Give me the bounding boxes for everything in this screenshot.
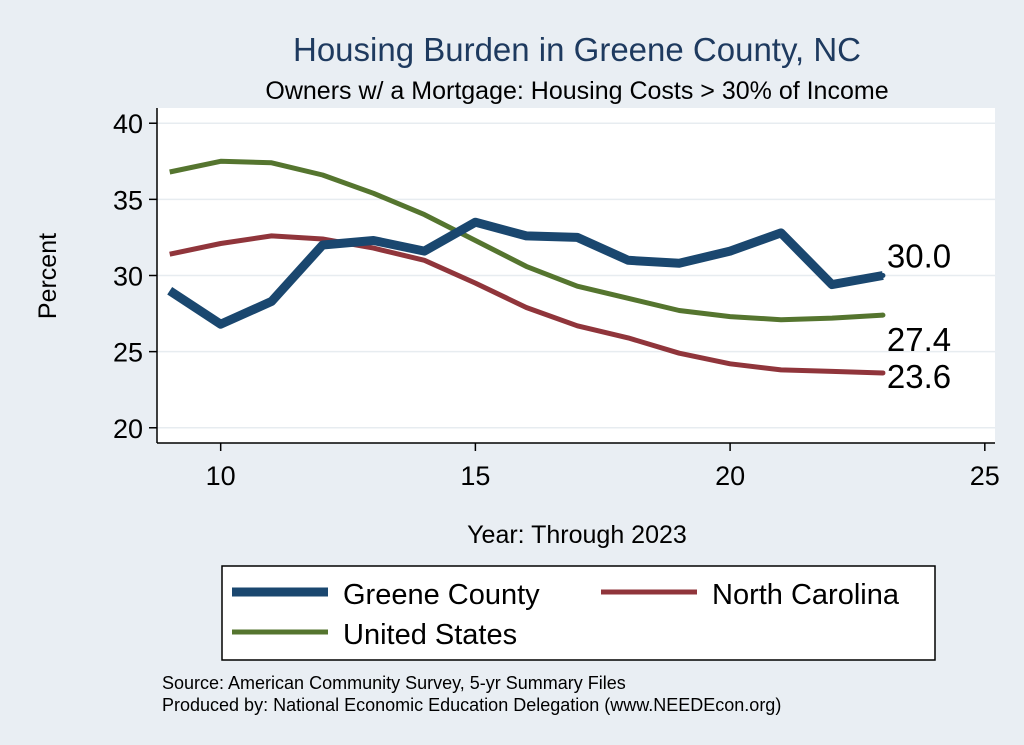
end-label-united-states: 27.4 — [887, 321, 951, 358]
legend: Greene County North Carolina United Stat… — [221, 565, 936, 661]
source-note: Source: American Community Survey, 5-yr … — [162, 673, 626, 693]
y-tick-label: 40 — [113, 109, 143, 139]
y-tick-label: 25 — [113, 338, 143, 368]
series-line-united-states — [169, 158, 884, 323]
legend-box — [221, 565, 936, 661]
x-axis-label: Year: Through 2023 — [467, 521, 687, 549]
y-tick-label: 20 — [113, 414, 143, 444]
series-layer — [167, 158, 886, 376]
chart-subtitle: Owners w/ a Mortgage: Housing Costs > 30… — [265, 77, 888, 105]
series-line-greene-county — [167, 217, 884, 329]
end-label-greene-county: 30.0 — [887, 238, 951, 275]
legend-label-north-carolina: North Carolina — [712, 579, 900, 611]
chart-title: Housing Burden in Greene County, NC — [293, 31, 861, 68]
end-label-north-carolina: 23.6 — [887, 358, 951, 395]
x-tick-label: 25 — [970, 461, 1000, 491]
y-axis-label: Percent — [34, 233, 62, 319]
produced-by-note: Produced by: National Economic Education… — [162, 695, 781, 715]
legend-label-united-states: United States — [343, 619, 517, 651]
series-end-marker — [880, 273, 886, 278]
x-tick-label: 20 — [715, 461, 745, 491]
series-end-marker — [880, 370, 886, 376]
y-tick-label: 30 — [113, 262, 143, 292]
series-end-marker — [880, 312, 886, 318]
x-tick-label: 10 — [206, 461, 236, 491]
axes: 20 25 30 35 40 10 15 20 25 — [113, 108, 1000, 491]
y-tick-label: 35 — [113, 185, 143, 215]
end-labels: 30.0 23.627.4 — [887, 238, 951, 395]
x-tick-label: 15 — [460, 461, 490, 491]
series-line-north-carolina — [169, 233, 883, 376]
legend-label-greene-county: Greene County — [343, 579, 540, 611]
